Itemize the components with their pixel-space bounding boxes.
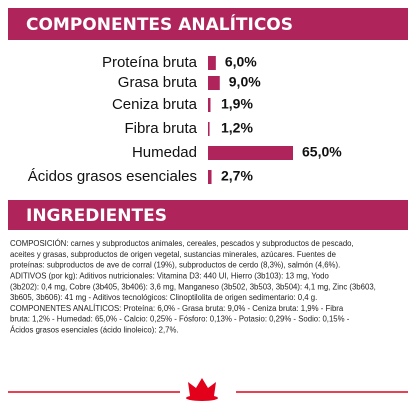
ingredients-line: bruta: 1,2% - Humedad: 65,0% - Calcio: 0… — [10, 315, 350, 324]
crown — [188, 378, 216, 396]
ingredients-line: proteínas: subproductos de ave de corral… — [10, 261, 340, 270]
ingredients-line: ADITIVOS (por kg): Aditivos nutricionale… — [10, 271, 329, 280]
bar — [208, 76, 220, 90]
header-band — [8, 200, 408, 230]
category-label: Humedad — [132, 144, 197, 161]
value-label: 1,9% — [221, 96, 253, 112]
category-label: Ácidos grasos esenciales — [28, 168, 197, 185]
ingredients-line: 3b605, 3b606): 41 mg - Aditivos tecnológ… — [10, 293, 317, 302]
bar — [208, 56, 216, 70]
ingredients-line: COMPONENTES ANALÍTICOS: Proteína: 6,0% -… — [10, 304, 344, 313]
bar — [208, 98, 211, 112]
section-title: INGREDIENTES — [26, 206, 167, 226]
ingredients-line: (3b202): 0,4 mg, Cobre (3b405, 3b406): 3… — [10, 282, 376, 291]
value-label: 9,0% — [229, 74, 261, 90]
value-label: 1,2% — [221, 120, 253, 136]
bar — [208, 170, 212, 184]
category-label: Fibra bruta — [124, 120, 197, 137]
crown-base — [186, 395, 218, 401]
ingredients-line: aceites y grasas, subproductos de origen… — [10, 250, 336, 259]
ingredients-line: Ácidos grasos esenciales (ácido linoleic… — [10, 325, 179, 334]
chart-title: COMPONENTES ANALÍTICOS — [26, 13, 293, 35]
category-label: Ceniza bruta — [112, 96, 198, 113]
value-label: 6,0% — [225, 54, 257, 70]
bar — [208, 146, 293, 160]
category-label: Grasa bruta — [118, 74, 198, 91]
value-label: 2,7% — [221, 168, 253, 184]
category-label: Proteína bruta — [102, 54, 198, 71]
ingredients-line: COMPOSICIÓN: carnes y subproductos anima… — [10, 239, 354, 248]
header-band — [8, 8, 408, 40]
brand-logo — [8, 378, 408, 401]
bar — [208, 122, 210, 136]
value-label: 65,0% — [302, 144, 342, 160]
